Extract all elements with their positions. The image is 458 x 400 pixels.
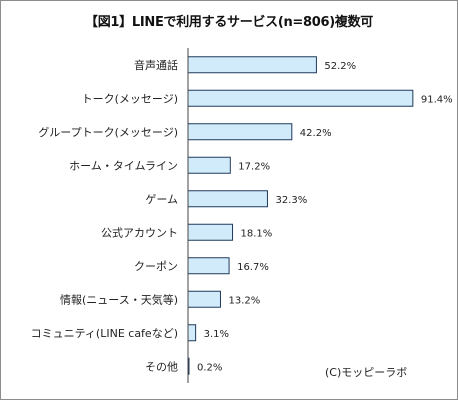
- bar: [187, 123, 293, 141]
- chart-title: 【図1】LINEで利用するサービス(n=806)複数可: [85, 15, 373, 30]
- category-label: 公式アカウント: [101, 226, 178, 239]
- value-label: 13.2%: [228, 295, 260, 306]
- value-label: 52.2%: [324, 61, 356, 72]
- bar: [187, 190, 268, 208]
- bar: [187, 223, 234, 241]
- bar: [187, 324, 197, 342]
- value-label: 0.2%: [197, 362, 222, 373]
- credit-text: (C)モッピーラボ: [325, 366, 408, 379]
- category-label: 音声通話: [134, 58, 178, 72]
- bar: [187, 257, 230, 275]
- value-label: 32.3%: [275, 195, 307, 206]
- category-label: クーポン: [134, 260, 178, 273]
- bar: [187, 156, 231, 174]
- bar: [187, 89, 414, 107]
- bar: [187, 56, 317, 74]
- value-label: 91.4%: [421, 94, 453, 105]
- category-label: ゲーム: [145, 193, 178, 206]
- value-label: 42.2%: [300, 128, 332, 139]
- category-label: 情報(ニュース・天気等): [60, 292, 178, 306]
- category-label: グループトーク(メッセージ): [38, 125, 178, 139]
- bar: [187, 290, 221, 308]
- value-label: 18.1%: [241, 228, 273, 239]
- category-label: ホーム・タイムライン: [69, 159, 178, 172]
- value-label: 3.1%: [204, 329, 229, 340]
- value-label: 16.7%: [237, 262, 269, 273]
- category-label: トーク(メッセージ): [82, 92, 178, 105]
- category-label: その他: [145, 360, 178, 373]
- value-label: 17.2%: [238, 161, 270, 172]
- category-label: コミュニティ(LINE cafeなど): [31, 327, 178, 340]
